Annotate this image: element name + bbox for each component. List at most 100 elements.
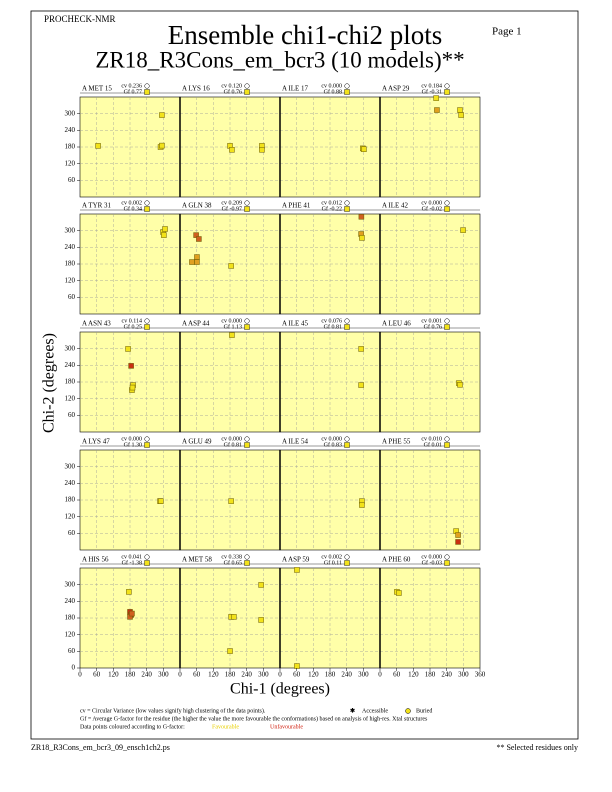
- residue-label: A MET 58: [182, 556, 212, 564]
- unfavourable: Unfavourable: [270, 723, 303, 730]
- x-tick-label: 300: [358, 671, 369, 679]
- title: Ensemble chi1-chi2 plots: [168, 20, 442, 50]
- accessibility-icon: [144, 554, 150, 560]
- accessibility-icon: [344, 318, 350, 324]
- data-point: [258, 617, 264, 623]
- data-point: [229, 332, 235, 338]
- data-point: [359, 502, 365, 508]
- x-tick-label: 0: [178, 671, 182, 679]
- x-tick-label: 120: [108, 671, 119, 679]
- accessibility-icon: [444, 318, 450, 324]
- accessible-icon: ✱: [350, 707, 355, 714]
- gf-note: Gf = Average G-factor for the residue (t…: [80, 715, 428, 722]
- y-tick-label: 240: [65, 597, 76, 605]
- x-tick-label: 0: [278, 671, 282, 679]
- x-tick-label: 300: [458, 671, 469, 679]
- y-tick-label: 240: [65, 479, 76, 487]
- cv-value: cv 0.120: [221, 83, 242, 89]
- residue-label: A ILE 42: [382, 202, 409, 210]
- gf-box: [244, 560, 250, 566]
- gf-box: [444, 324, 450, 330]
- gf-value: Gf -1.38: [122, 559, 142, 566]
- y-tick-label: 300: [65, 462, 76, 470]
- gf-box: [444, 206, 450, 212]
- accessibility-icon: [444, 200, 450, 206]
- cv-value: cv 0.001: [421, 318, 442, 324]
- cv-value: cv 0.000: [421, 200, 442, 206]
- x-tick-label: 60: [393, 671, 401, 679]
- data-point: [358, 214, 365, 220]
- y-label: Chi-2 (degrees): [41, 333, 58, 433]
- residue-label: A ASN 43: [82, 320, 111, 328]
- residue-label: A ILE 45: [282, 320, 309, 328]
- data-point: [196, 236, 202, 242]
- accessibility-icon: [244, 83, 250, 89]
- y-tick-label: 240: [65, 243, 76, 251]
- residue-label: A PHE 41: [282, 202, 311, 210]
- gf-box: [144, 560, 150, 566]
- gf-box: [444, 89, 450, 95]
- gf-box: [144, 324, 150, 330]
- page-number: Page 1: [492, 26, 522, 38]
- x-tick-label: 120: [308, 671, 319, 679]
- y-tick-label: 300: [65, 226, 76, 234]
- accessibility-icon: [244, 554, 250, 560]
- gf-box: [244, 324, 250, 330]
- x-label: Chi-1 (degrees): [230, 681, 330, 698]
- accessibility-icon: [244, 200, 250, 206]
- cv-value: cv 0.010: [421, 436, 442, 442]
- gf-value: Gf 0.81: [224, 441, 242, 448]
- gf-box: [344, 324, 350, 330]
- data-point: [158, 498, 164, 504]
- cv-value: cv 0.002: [321, 554, 342, 560]
- x-tick-label: 240: [141, 671, 152, 679]
- accessibility-icon: [444, 83, 450, 89]
- data-point: [294, 567, 300, 573]
- cv-value: cv 0.000: [221, 436, 242, 442]
- data-point: [95, 143, 101, 149]
- gf-value: Gf 0.77: [124, 88, 142, 95]
- cv-value: cv 0.000: [421, 554, 442, 560]
- x-tick-label: 60: [293, 671, 301, 679]
- x-tick-label: 120: [208, 671, 219, 679]
- x-tick-label: 0: [378, 671, 382, 679]
- accessible: Accessible: [362, 708, 388, 714]
- y-tick-label: 300: [65, 580, 76, 588]
- residue-label: A GLU 49: [182, 438, 212, 446]
- data-point: [159, 112, 165, 118]
- buried: Buried: [416, 708, 432, 714]
- residue-label: A PHE 55: [382, 438, 411, 446]
- cv-value: cv 0.041: [121, 554, 142, 560]
- x-tick-label: 300: [158, 671, 169, 679]
- accessibility-icon: [144, 200, 150, 206]
- y-tick-label: 180: [65, 496, 76, 504]
- accessibility-icon: [244, 318, 250, 324]
- y-tick-label: 0: [72, 664, 76, 672]
- cv-value: cv 0.000: [221, 318, 242, 324]
- accessibility-icon: [244, 436, 250, 442]
- gf-value: Gf 0.76: [424, 323, 442, 330]
- x-tick-label: 180: [225, 671, 236, 679]
- gf-value: Gf -0.31: [422, 88, 442, 95]
- cv-value: cv 0.184: [421, 83, 442, 89]
- residue-label: A LYS 47: [82, 438, 110, 446]
- y-tick-label: 180: [65, 260, 76, 268]
- data-point: [228, 498, 234, 504]
- y-tick-label: 60: [68, 647, 76, 655]
- accessibility-icon: [444, 554, 450, 560]
- subtitle: ZR18_R3Cons_em_bcr3 (10 models)**: [95, 47, 464, 72]
- data-point: [460, 227, 466, 233]
- accessibility-icon: [144, 436, 150, 442]
- x-tick-label: 180: [125, 671, 136, 679]
- x-tick-label: 180: [425, 671, 436, 679]
- data-point: [125, 346, 131, 352]
- data-point: [162, 226, 168, 232]
- data-point: [433, 95, 439, 101]
- gf-value: Gf 1.13: [224, 323, 242, 330]
- cv-value: cv 0.209: [221, 200, 242, 206]
- x-tick-label: 180: [325, 671, 336, 679]
- gf-box: [244, 89, 250, 95]
- y-tick-label: 60: [68, 411, 76, 419]
- data-point: [457, 107, 463, 113]
